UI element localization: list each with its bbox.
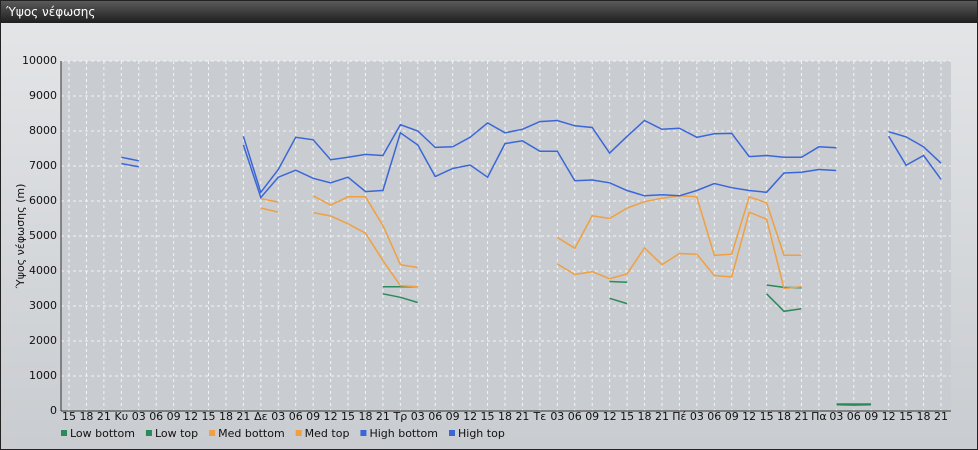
x-tick-label: 21 xyxy=(97,410,111,423)
x-tick-label: 03 xyxy=(271,410,285,423)
legend-label: Low bottom xyxy=(70,427,135,440)
legend-swatch xyxy=(61,430,67,436)
legend-label: Med top xyxy=(305,427,350,440)
x-tick-label: 09 xyxy=(306,410,320,423)
series-line xyxy=(382,280,872,405)
y-tick-label: 2000 xyxy=(29,334,57,347)
x-tick-label: 06 xyxy=(149,410,163,423)
legend-label: High bottom xyxy=(369,427,438,440)
x-tick-label: 15 xyxy=(202,410,216,423)
x-tick-label: 06 xyxy=(428,410,442,423)
legend-label: High top xyxy=(458,427,505,440)
y-tick-label: 0 xyxy=(50,404,57,417)
y-tick-label: 8000 xyxy=(29,124,57,137)
x-tick-label: 18 xyxy=(777,410,791,423)
legend-swatch xyxy=(449,430,455,436)
y-tick-label: 3000 xyxy=(29,299,57,312)
x-tick-label: 09 xyxy=(725,410,739,423)
x-tick-label: Τρ xyxy=(393,410,408,423)
x-tick-label: Τε xyxy=(533,410,547,423)
x-tick-label: 06 xyxy=(568,410,582,423)
series-line xyxy=(260,207,802,290)
y-tick-label: 7000 xyxy=(29,159,57,172)
series-line xyxy=(121,131,942,199)
x-tick-label: 15 xyxy=(481,410,495,423)
x-tick-label: 12 xyxy=(882,410,896,423)
x-tick-label: 21 xyxy=(515,410,529,423)
y-tick-label: 1000 xyxy=(29,369,57,382)
x-tick-label: 03 xyxy=(829,410,843,423)
x-tick-label: 03 xyxy=(690,410,704,423)
legend-swatch xyxy=(360,430,367,436)
y-tick-label: 5000 xyxy=(29,229,57,242)
x-tick-label: 15 xyxy=(620,410,634,423)
x-tick-label: 21 xyxy=(794,410,808,423)
x-tick-label: 15 xyxy=(760,410,774,423)
y-tick-label: 10000 xyxy=(22,54,57,67)
x-tick-label: 18 xyxy=(498,410,512,423)
x-tick-label: 09 xyxy=(864,410,878,423)
y-tick-label: 9000 xyxy=(29,89,57,102)
x-tick-label: 12 xyxy=(324,410,338,423)
x-tick-label: 12 xyxy=(184,410,198,423)
x-tick-label: 06 xyxy=(707,410,721,423)
x-tick-label: 03 xyxy=(550,410,564,423)
x-tick-label: 15 xyxy=(62,410,76,423)
x-tick-label: 15 xyxy=(341,410,355,423)
x-tick-label: 12 xyxy=(603,410,617,423)
x-tick-label: Πα xyxy=(811,410,827,423)
x-tick-label: 09 xyxy=(446,410,460,423)
legend-label: Low top xyxy=(155,427,198,440)
title-bar: Ύψος νέφωσης xyxy=(1,1,977,23)
x-tick-label: 15 xyxy=(899,410,913,423)
x-tick-label: Κυ xyxy=(115,410,129,423)
y-tick-label: 4000 xyxy=(29,264,57,277)
y-axis-label: Ύψος νέφωσης (m) xyxy=(14,184,27,290)
x-tick-label: Δε xyxy=(254,410,268,423)
x-tick-label: 03 xyxy=(411,410,425,423)
x-tick-label: 18 xyxy=(79,410,93,423)
x-tick-label: 21 xyxy=(655,410,669,423)
x-tick-label: 18 xyxy=(638,410,652,423)
x-tick-label: 18 xyxy=(917,410,931,423)
x-tick-label: 21 xyxy=(236,410,250,423)
x-tick-label: 09 xyxy=(167,410,181,423)
series-line xyxy=(382,293,872,406)
x-tick-label: 03 xyxy=(132,410,146,423)
x-tick-label: 21 xyxy=(376,410,390,423)
y-tick-label: 6000 xyxy=(29,194,57,207)
legend-swatch xyxy=(295,430,302,436)
series-line xyxy=(121,119,942,194)
x-tick-label: 12 xyxy=(742,410,756,423)
x-tick-label: Πέ xyxy=(672,410,686,423)
x-tick-label: 06 xyxy=(847,410,861,423)
x-tick-label: 21 xyxy=(934,410,948,423)
x-tick-label: 18 xyxy=(219,410,233,423)
legend-swatch xyxy=(145,430,152,436)
x-tick-label: 12 xyxy=(463,410,477,423)
x-tick-label: 18 xyxy=(358,410,372,423)
x-tick-label: 09 xyxy=(585,410,599,423)
legend-label: Med bottom xyxy=(218,427,285,440)
x-tick-label: 06 xyxy=(289,410,303,423)
legend-swatch xyxy=(209,430,216,436)
